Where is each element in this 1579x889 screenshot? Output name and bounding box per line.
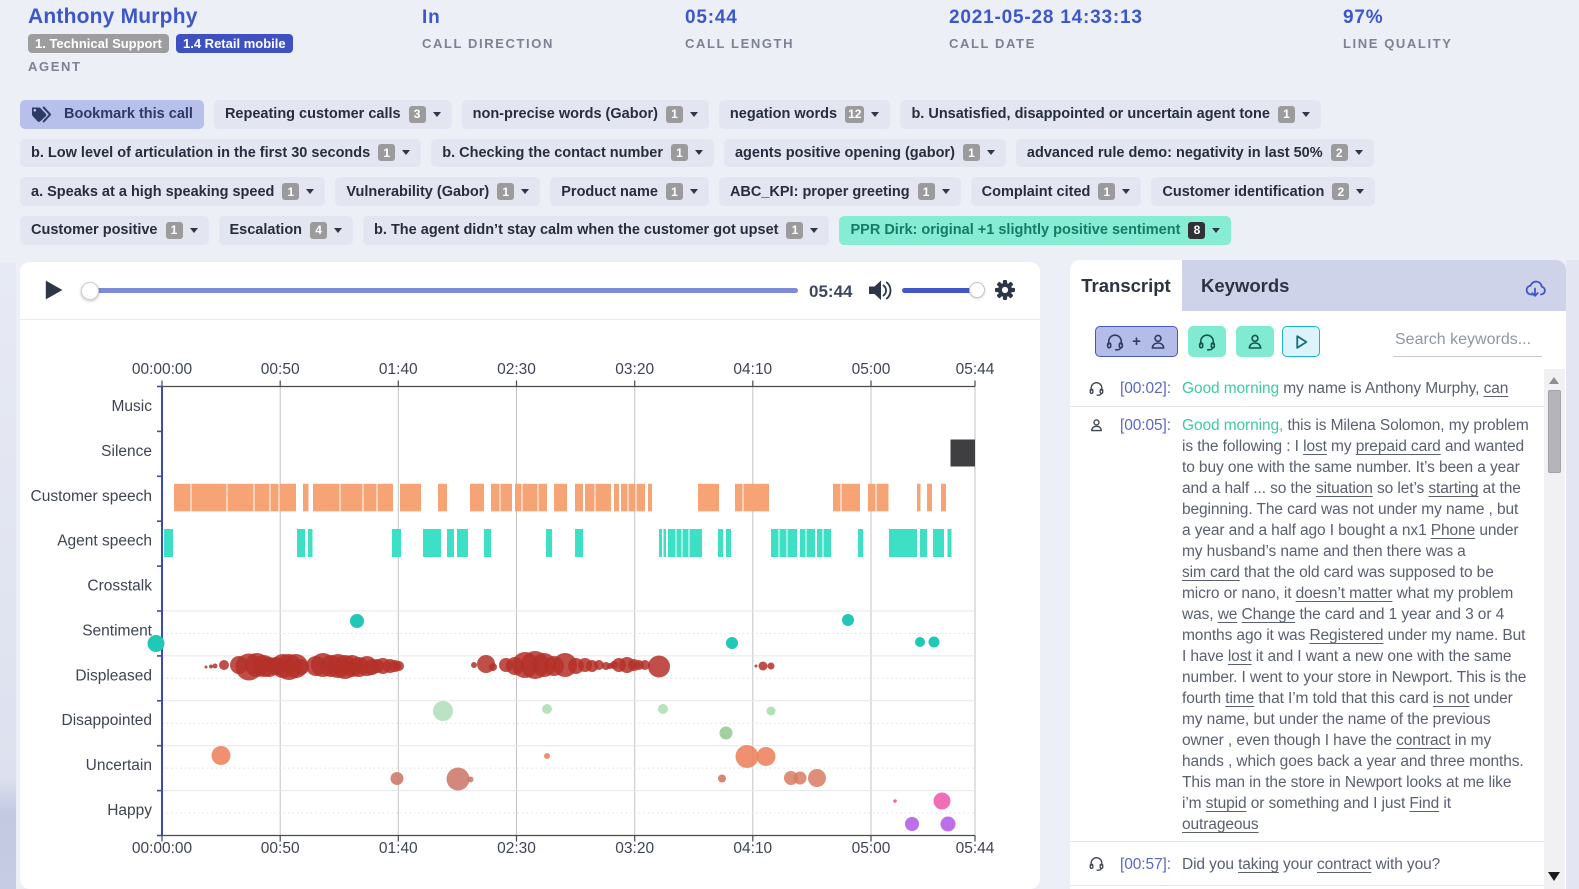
svg-text:04:10: 04:10 (733, 840, 772, 857)
svg-text:01:40: 01:40 (379, 840, 418, 857)
svg-text:Uncertain: Uncertain (86, 757, 152, 774)
svg-text:02:30: 02:30 (497, 840, 536, 857)
svg-text:03:20: 03:20 (615, 361, 654, 378)
svg-text:05:00: 05:00 (852, 361, 891, 378)
svg-text:05:00: 05:00 (852, 840, 891, 857)
svg-text:05:44: 05:44 (956, 840, 995, 857)
svg-text:05:44: 05:44 (956, 361, 995, 378)
svg-text:00:50: 00:50 (261, 361, 300, 378)
svg-text:Crosstalk: Crosstalk (87, 578, 152, 595)
svg-text:Displeased: Displeased (75, 667, 152, 684)
svg-text:01:40: 01:40 (379, 361, 418, 378)
svg-text:Disappointed: Disappointed (62, 712, 152, 729)
svg-text:00:00:00: 00:00:00 (132, 361, 193, 378)
svg-text:Happy: Happy (107, 802, 152, 819)
svg-text:00:00:00: 00:00:00 (132, 840, 193, 857)
svg-text:04:10: 04:10 (733, 361, 772, 378)
svg-text:Customer speech: Customer speech (31, 488, 152, 505)
svg-text:03:20: 03:20 (615, 840, 654, 857)
svg-text:Sentiment: Sentiment (82, 623, 152, 640)
svg-text:02:30: 02:30 (497, 361, 536, 378)
svg-text:Music: Music (112, 398, 153, 415)
svg-text:Silence: Silence (101, 443, 152, 460)
svg-text:Agent speech: Agent speech (57, 533, 152, 550)
svg-text:00:50: 00:50 (261, 840, 300, 857)
